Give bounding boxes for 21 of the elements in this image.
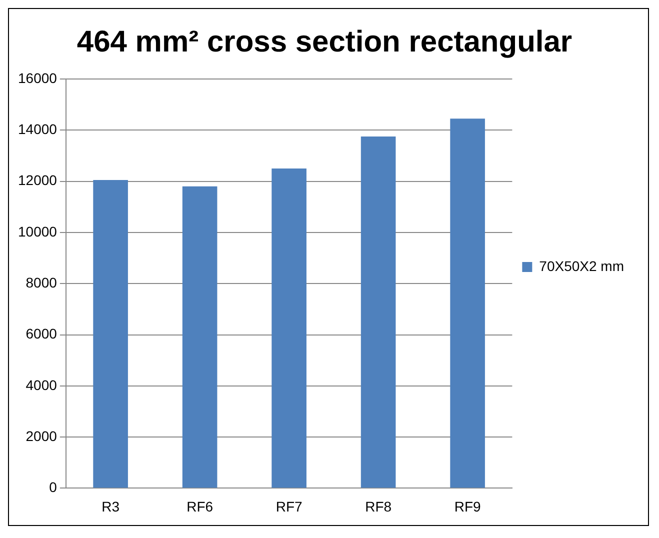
x-tick-label: R3: [102, 498, 120, 514]
legend-label: 70X50X2 mm: [539, 258, 624, 274]
y-tick-label: 4000: [26, 376, 58, 393]
bar: [182, 186, 218, 488]
y-tick-label: 6000: [26, 326, 58, 342]
y-tick-label: 12000: [18, 172, 58, 188]
x-tick-label: RF7: [276, 498, 302, 514]
bar: [360, 136, 396, 488]
y-tick-label: 14000: [18, 121, 58, 138]
bar: [450, 118, 485, 488]
y-tick-label: 8000: [26, 274, 58, 290]
x-tick-label: RF9: [454, 498, 481, 514]
bar: [272, 168, 306, 488]
y-tick-label: 16000: [18, 70, 58, 86]
bar: [93, 180, 128, 488]
x-tick-label: RF8: [365, 498, 392, 514]
chart-title: 464 mm² cross section rectangular: [76, 25, 572, 58]
y-tick-label: 10000: [18, 223, 58, 240]
y-tick-label: 2000: [26, 428, 58, 444]
x-tick-label: RF6: [186, 498, 214, 514]
y-tick-label: 0: [49, 479, 58, 496]
